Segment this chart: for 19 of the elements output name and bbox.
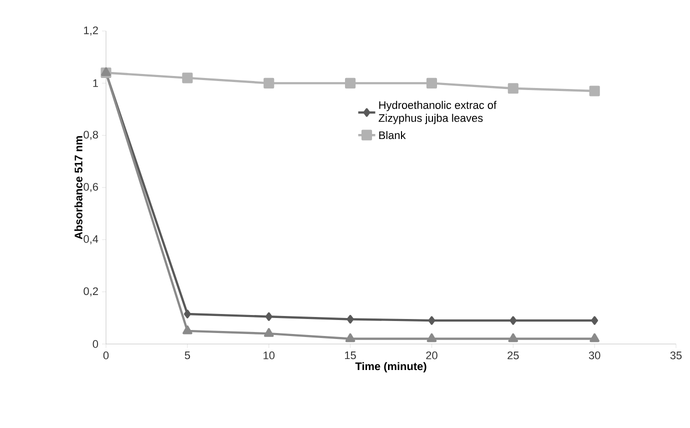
y-tick-label: 0,8 bbox=[84, 130, 98, 140]
y-tick-label: 0 bbox=[92, 340, 98, 348]
x-tick-label: 35 bbox=[670, 352, 682, 360]
x-tick-label: 10 bbox=[264, 352, 275, 360]
y-tick-label: 0,4 bbox=[84, 235, 98, 244]
y-tick-label: 0,2 bbox=[84, 287, 98, 296]
x-tick-label: 25 bbox=[508, 352, 519, 360]
x-tick-label: 5 bbox=[184, 352, 190, 360]
x-tick-label: 30 bbox=[588, 352, 600, 360]
legend-label: Hydroethanolic extrac of Zizyphus jujba leaves bbox=[378, 100, 497, 124]
x-tick-label: 20 bbox=[426, 352, 438, 360]
y-tick-label: 0,6 bbox=[84, 182, 98, 192]
legend-label: Blank bbox=[379, 131, 406, 140]
x-tick-label: 15 bbox=[345, 352, 356, 360]
x-tick-label: 0 bbox=[103, 352, 109, 360]
y-tick-label: 1,2 bbox=[84, 26, 98, 36]
y-axis-title: Absorbance 517 nm bbox=[74, 136, 82, 240]
y-tick-label: 1 bbox=[93, 79, 98, 87]
x-axis-title: Time (minute) bbox=[355, 362, 426, 372]
